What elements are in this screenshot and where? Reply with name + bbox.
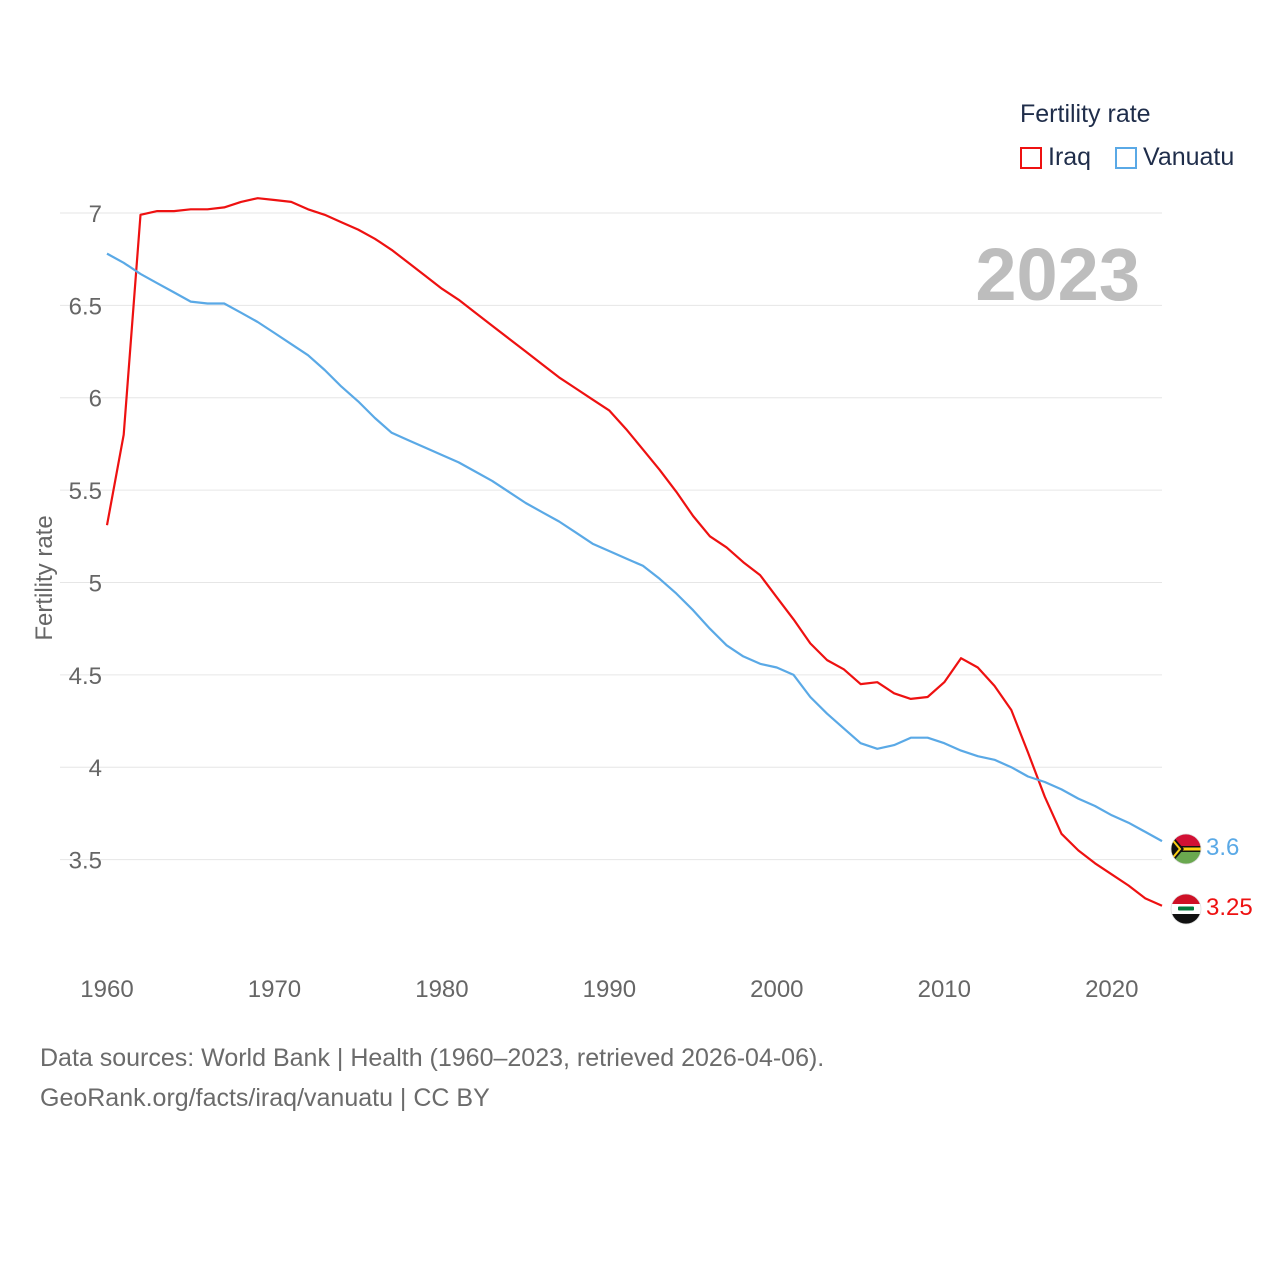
legend-label-vanuatu: Vanuatu <box>1143 143 1235 171</box>
legend-label-iraq: Iraq <box>1048 143 1092 171</box>
y-tick-label: 5.5 <box>69 478 102 505</box>
x-tick-label: 2020 <box>1085 976 1138 1003</box>
series-lines <box>105 197 1163 907</box>
y-tick-label: 6 <box>89 386 102 413</box>
legend-title: Fertility rate <box>1020 100 1151 128</box>
x-tick-label: 2010 <box>918 976 971 1003</box>
legend-item-iraq[interactable]: Iraq <box>1020 143 1091 172</box>
series-line-iraq <box>105 197 1163 907</box>
x-axis-ticks: 1960 1970 1980 1990 2000 2010 2020 <box>80 976 1138 1003</box>
x-tick-label: 1990 <box>583 976 636 1003</box>
series-line-vanuatu <box>106 252 1163 843</box>
x-tick-label: 1970 <box>248 976 301 1003</box>
year-label: 2023 <box>975 233 1140 316</box>
footer-credit[interactable]: GeoRank.org/facts/iraq/vanuatu | CC BY <box>40 1084 490 1112</box>
iraq-flag-icon <box>1170 893 1202 925</box>
x-tick-label: 1960 <box>80 976 133 1003</box>
legend-item-vanuatu[interactable]: Vanuatu <box>1115 143 1234 172</box>
y-tick-label: 4 <box>89 755 102 782</box>
y-tick-label: 5 <box>89 570 102 597</box>
iraq-end-value: 3.25 <box>1206 894 1253 921</box>
x-tick-label: 2000 <box>750 976 803 1003</box>
y-axis-ticks: 3.5 4 4.5 5 5.5 6 6.5 7 <box>69 201 102 875</box>
y-axis-label: Fertility rate <box>31 515 58 640</box>
vanuatu-end-value: 3.6 <box>1206 834 1239 861</box>
y-tick-label: 7 <box>89 201 102 228</box>
y-tick-label: 3.5 <box>69 848 102 875</box>
y-tick-label: 4.5 <box>69 663 102 690</box>
grid-lines <box>60 212 1162 861</box>
legend-swatch-iraq <box>1020 146 1042 169</box>
y-tick-label: 6.5 <box>69 293 102 320</box>
footer-sources: Data sources: World Bank | Health (1960–… <box>40 1044 825 1072</box>
vanuatu-flag-icon <box>1170 833 1202 865</box>
legend-swatch-vanuatu <box>1115 146 1137 169</box>
x-tick-label: 1980 <box>415 976 468 1003</box>
